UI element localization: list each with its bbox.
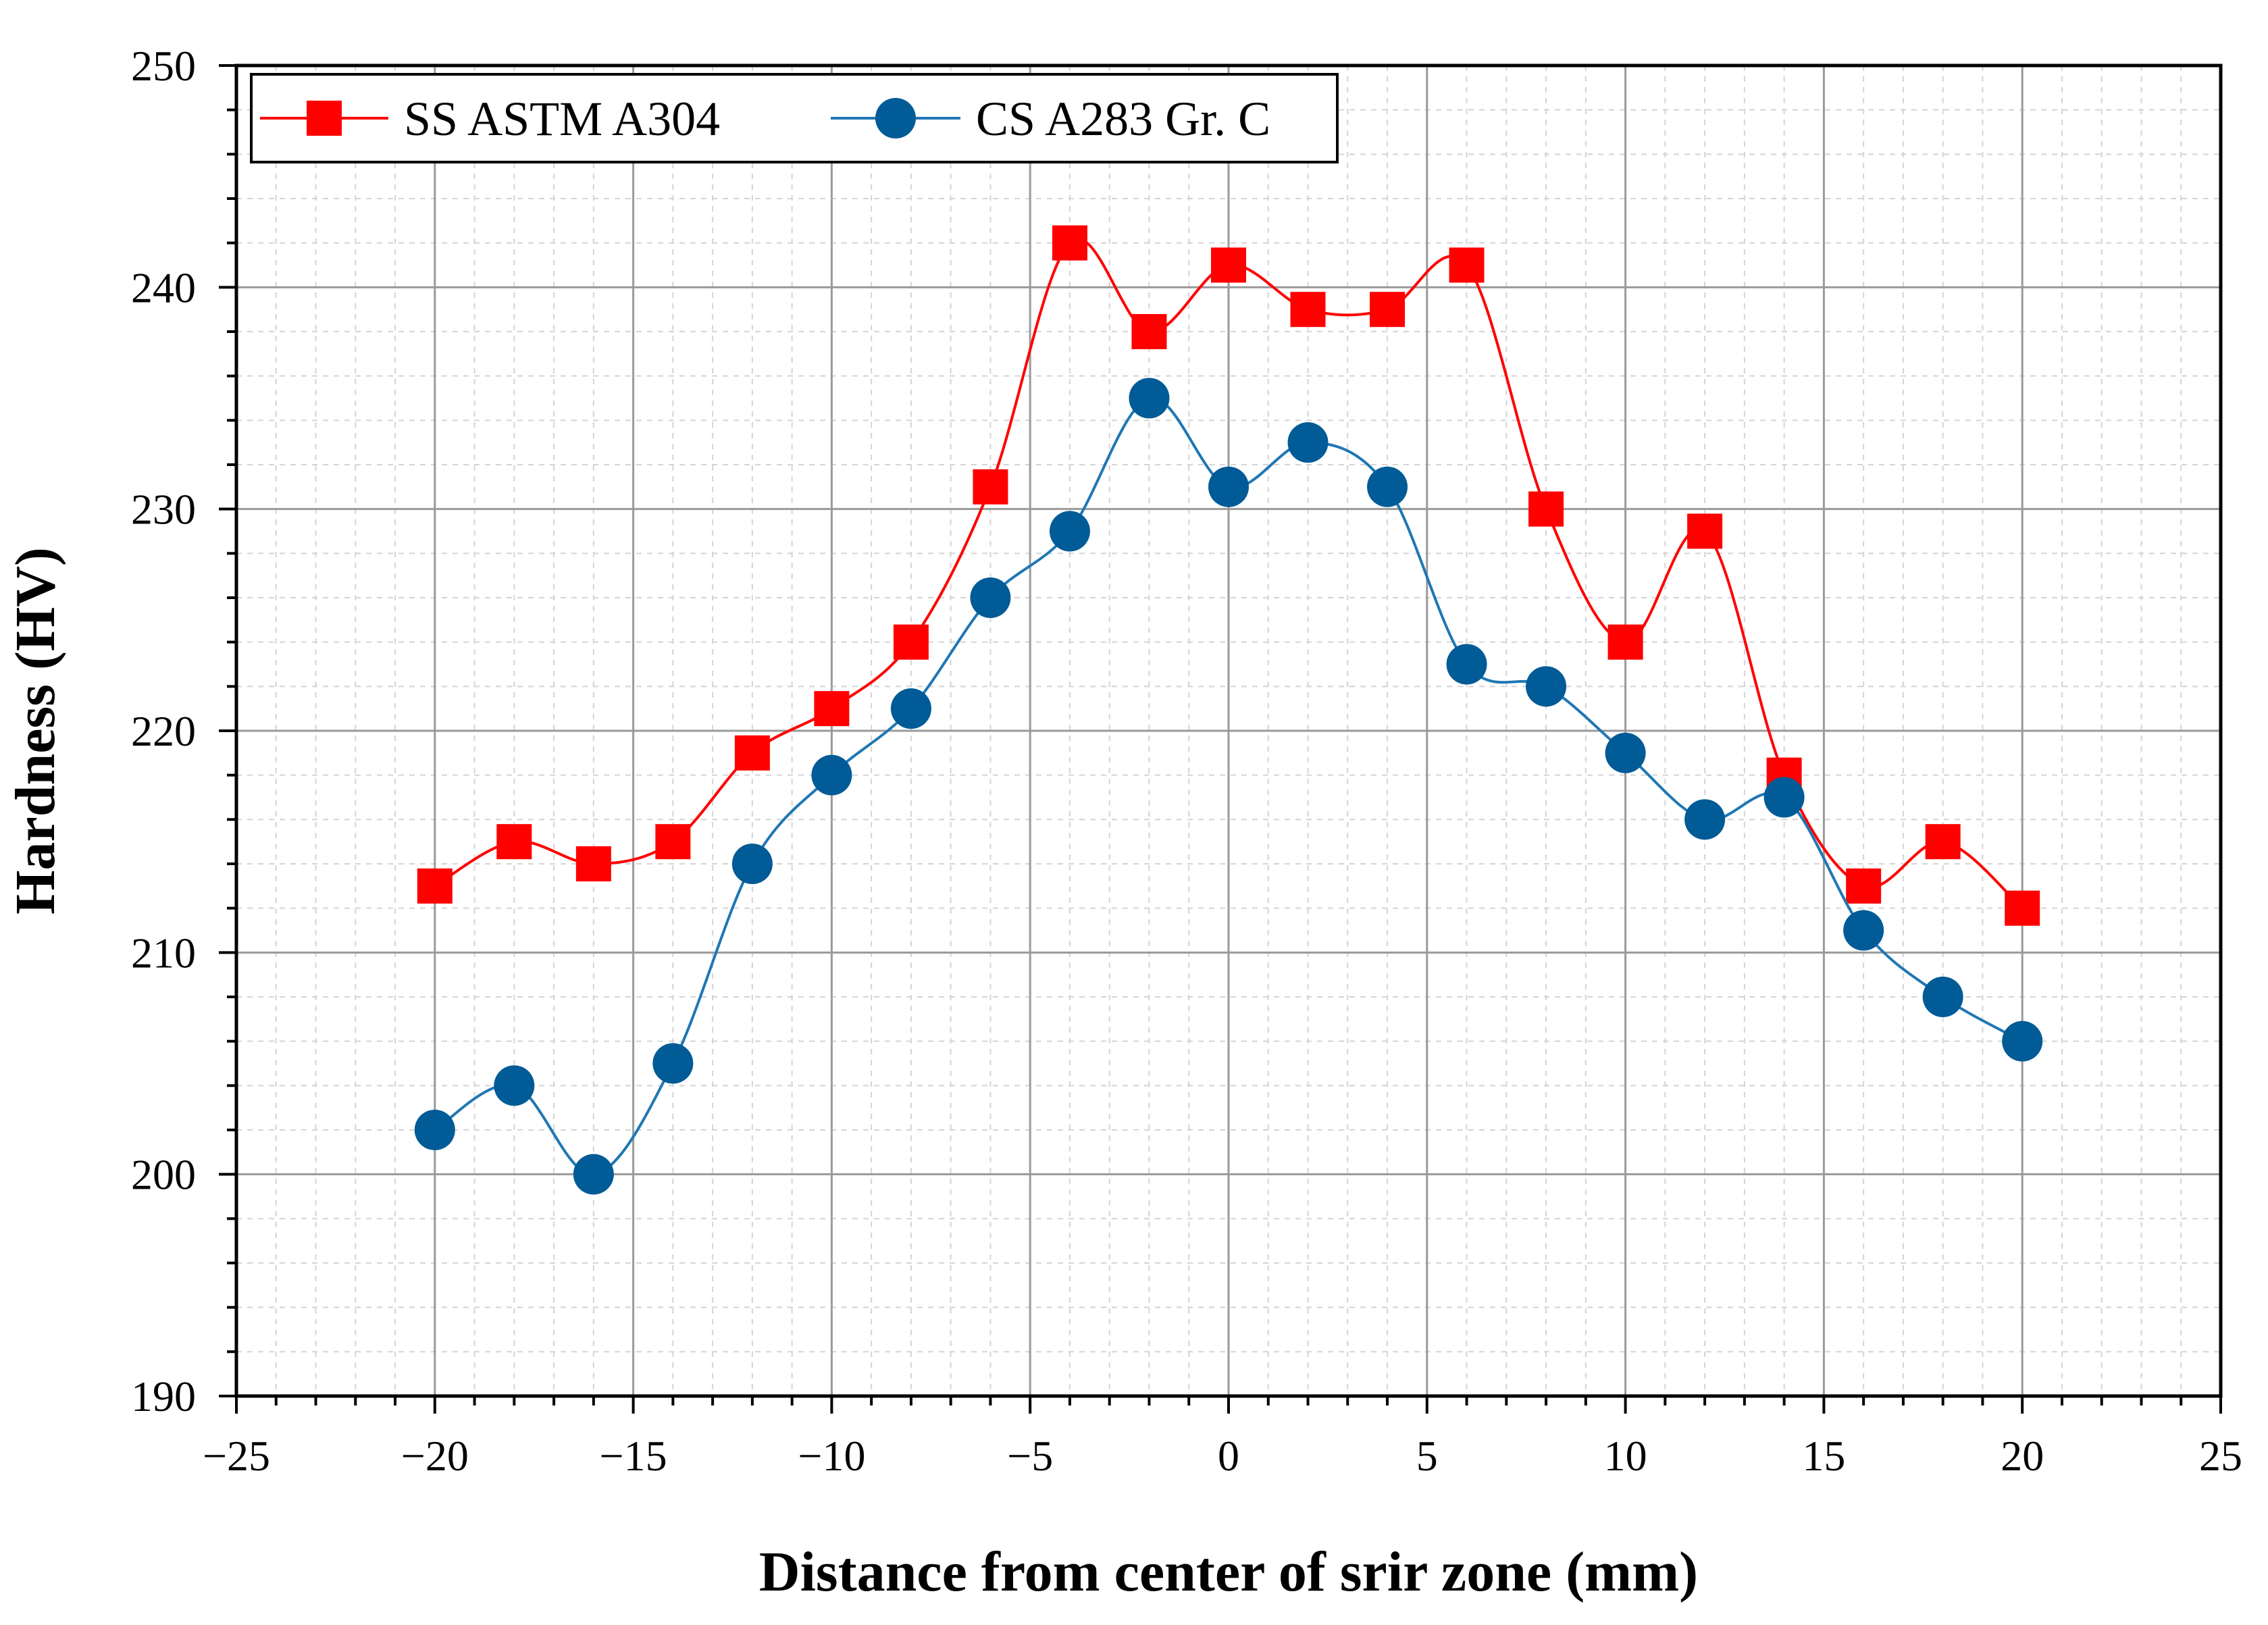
y-tick-label: 230 bbox=[131, 486, 196, 534]
series-cs-a283-gr-c bbox=[414, 378, 2043, 1195]
data-point-circle bbox=[1367, 466, 1408, 507]
data-point-circle bbox=[811, 754, 852, 796]
legend-marker-cs bbox=[875, 98, 916, 138]
data-point-square bbox=[1290, 292, 1326, 328]
data-point-circle bbox=[1843, 910, 1884, 951]
data-point-circle bbox=[1684, 799, 1726, 840]
x-tick-label: 25 bbox=[2199, 1432, 2242, 1480]
data-point-circle bbox=[1049, 511, 1090, 552]
data-point-square bbox=[575, 846, 611, 881]
data-point-square bbox=[1607, 624, 1643, 660]
x-tick-label: −20 bbox=[401, 1432, 469, 1480]
series-ss-astm-a304 bbox=[417, 225, 2040, 926]
data-point-square bbox=[1131, 314, 1167, 349]
series-layer bbox=[414, 225, 2043, 1195]
data-point-circle bbox=[1129, 378, 1170, 419]
y-axis-title: Hardness (HV) bbox=[4, 547, 67, 914]
data-point-circle bbox=[1763, 777, 1805, 818]
data-point-square bbox=[1846, 868, 1882, 904]
data-point-square bbox=[1211, 247, 1246, 283]
data-point-square bbox=[1925, 824, 1961, 860]
legend-label-ss: SS ASTM A304 bbox=[404, 92, 720, 146]
data-point-square bbox=[734, 735, 770, 771]
x-tick-label: −10 bbox=[798, 1432, 865, 1480]
x-axis-ticks: −25 −20 −15 −10 −5 0 5 10 15 20 25 bbox=[203, 1396, 2242, 1480]
data-point-circle bbox=[890, 688, 931, 729]
y-axis-ticks: 190 200 210 220 230 240 250 bbox=[131, 42, 236, 1420]
data-point-circle bbox=[970, 577, 1011, 618]
data-point-circle bbox=[494, 1065, 535, 1106]
data-point-square bbox=[1052, 225, 1087, 261]
data-point-circle bbox=[1922, 977, 1963, 1017]
x-tick-label: 15 bbox=[1802, 1432, 1845, 1480]
data-point-circle bbox=[573, 1154, 614, 1195]
data-point-square bbox=[2005, 890, 2040, 926]
x-axis-title: Distance from center of srir zone (mm) bbox=[759, 1541, 1698, 1603]
y-tick-label: 250 bbox=[131, 42, 196, 90]
x-tick-label: 5 bbox=[1416, 1432, 1438, 1480]
y-tick-label: 190 bbox=[131, 1372, 196, 1420]
legend-marker-ss bbox=[307, 101, 342, 136]
data-point-circle bbox=[414, 1110, 455, 1150]
y-tick-label: 220 bbox=[131, 707, 196, 755]
data-point-circle bbox=[731, 844, 773, 884]
legend-box bbox=[250, 73, 1339, 163]
data-point-circle bbox=[1446, 644, 1487, 685]
x-tick-label: −25 bbox=[203, 1432, 270, 1480]
legend: SS ASTM A304 CS A283 Gr. C bbox=[250, 73, 1339, 163]
major-grid bbox=[236, 66, 2221, 1396]
x-tick-label: 0 bbox=[1218, 1432, 1239, 1480]
data-point-square bbox=[1370, 292, 1406, 328]
data-point-square bbox=[655, 824, 691, 860]
data-point-square bbox=[496, 824, 532, 860]
data-point-circle bbox=[1287, 422, 1329, 463]
data-point-square bbox=[417, 868, 453, 904]
y-tick-label: 240 bbox=[131, 263, 196, 311]
y-tick-label: 210 bbox=[131, 929, 196, 977]
legend-label-cs: CS A283 Gr. C bbox=[976, 92, 1270, 146]
minor-grid bbox=[236, 66, 2221, 1396]
data-point-circle bbox=[2002, 1021, 2043, 1062]
data-point-circle bbox=[1526, 666, 1567, 707]
data-point-square bbox=[814, 691, 850, 727]
data-point-circle bbox=[1208, 466, 1249, 507]
data-point-square bbox=[973, 469, 1008, 505]
x-tick-label: 10 bbox=[1604, 1432, 1647, 1480]
x-tick-label: −15 bbox=[600, 1432, 667, 1480]
data-point-circle bbox=[1605, 732, 1646, 773]
x-tick-label: 20 bbox=[2001, 1432, 2044, 1480]
data-point-square bbox=[1449, 247, 1485, 283]
data-point-square bbox=[1687, 513, 1723, 549]
data-point-square bbox=[893, 624, 929, 660]
data-point-circle bbox=[652, 1043, 694, 1084]
y-tick-label: 200 bbox=[131, 1151, 196, 1199]
data-point-square bbox=[1528, 491, 1564, 527]
series-line bbox=[434, 396, 2024, 1176]
x-tick-label: −5 bbox=[1007, 1432, 1053, 1480]
